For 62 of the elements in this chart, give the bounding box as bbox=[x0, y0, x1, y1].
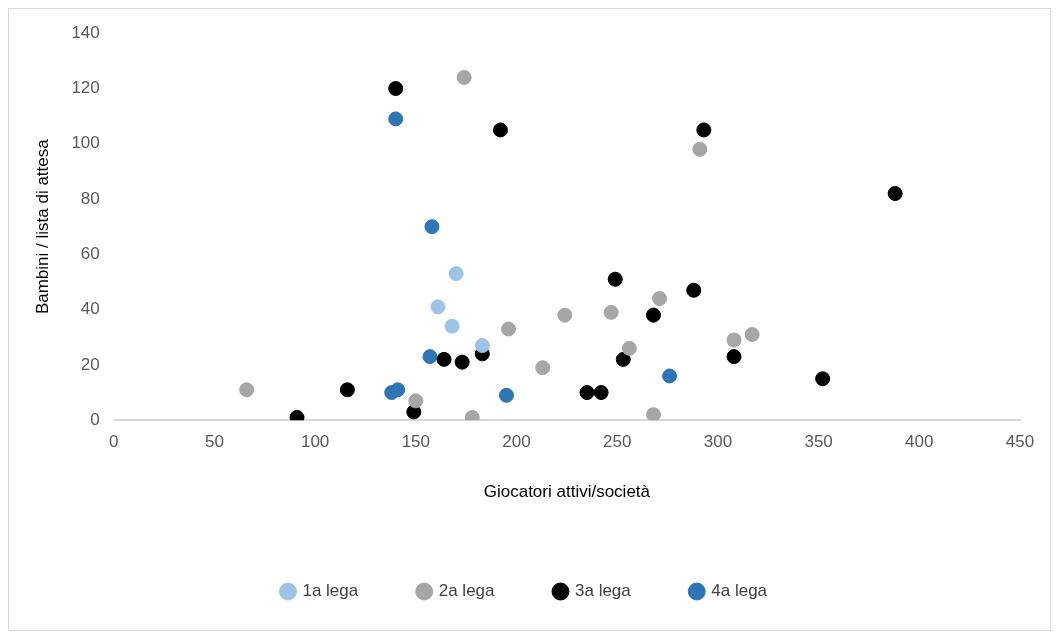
y-tick-label: 100 bbox=[71, 133, 100, 153]
point bbox=[492, 122, 508, 138]
point bbox=[815, 371, 831, 387]
point bbox=[390, 382, 406, 398]
x-tick-label: 250 bbox=[603, 432, 632, 452]
point bbox=[388, 80, 404, 96]
legend-label: 4a lega bbox=[711, 581, 768, 601]
y-tick-label: 40 bbox=[80, 299, 100, 319]
point bbox=[593, 385, 609, 401]
point bbox=[498, 387, 514, 403]
x-tick-label: 200 bbox=[502, 432, 531, 452]
point bbox=[339, 382, 355, 398]
point bbox=[652, 291, 668, 307]
point bbox=[444, 318, 460, 334]
y-tick-label: 20 bbox=[80, 354, 100, 374]
y-tick-label: 140 bbox=[71, 22, 100, 42]
x-axis-title: Giocatori attivi/società bbox=[483, 482, 651, 502]
point bbox=[607, 271, 623, 287]
point bbox=[408, 393, 424, 409]
x-tick-label: 0 bbox=[109, 432, 119, 452]
x-tick-label: 350 bbox=[804, 432, 833, 452]
point bbox=[686, 282, 702, 298]
point bbox=[448, 266, 464, 282]
point bbox=[456, 69, 472, 85]
point bbox=[662, 368, 678, 384]
point bbox=[474, 338, 490, 354]
point bbox=[239, 382, 255, 398]
point bbox=[645, 407, 661, 421]
y-tick-label: 0 bbox=[90, 409, 100, 429]
point bbox=[535, 360, 551, 376]
x-tick-label: 100 bbox=[300, 432, 330, 452]
point bbox=[887, 186, 903, 202]
point bbox=[454, 354, 470, 370]
point bbox=[422, 349, 438, 365]
point bbox=[557, 307, 573, 323]
point bbox=[579, 385, 595, 401]
point bbox=[430, 299, 446, 315]
x-tick-label: 150 bbox=[401, 432, 431, 452]
y-axis-title: Bambini / lista di attesa bbox=[32, 138, 52, 315]
point bbox=[621, 340, 637, 356]
point bbox=[744, 327, 760, 343]
y-tick-label: 120 bbox=[71, 78, 100, 98]
point bbox=[388, 111, 404, 127]
x-tick-label: 50 bbox=[205, 432, 224, 452]
x-tick-label: 300 bbox=[703, 432, 733, 452]
point bbox=[726, 349, 742, 365]
point bbox=[424, 219, 440, 235]
point bbox=[615, 351, 631, 367]
x-tick-label: 450 bbox=[1005, 432, 1035, 452]
point bbox=[696, 122, 712, 138]
y-tick-label: 80 bbox=[80, 188, 100, 208]
legend-label: 3a lega bbox=[575, 581, 632, 601]
legend-label: 2a lega bbox=[438, 581, 496, 601]
point bbox=[692, 141, 708, 157]
point bbox=[436, 351, 452, 367]
point bbox=[726, 332, 742, 348]
y-tick-label: 60 bbox=[80, 244, 100, 264]
point bbox=[500, 321, 516, 337]
legend-label: 1a lega bbox=[302, 581, 359, 601]
point bbox=[645, 307, 661, 323]
x-tick-label: 400 bbox=[905, 432, 934, 452]
point bbox=[603, 304, 619, 320]
